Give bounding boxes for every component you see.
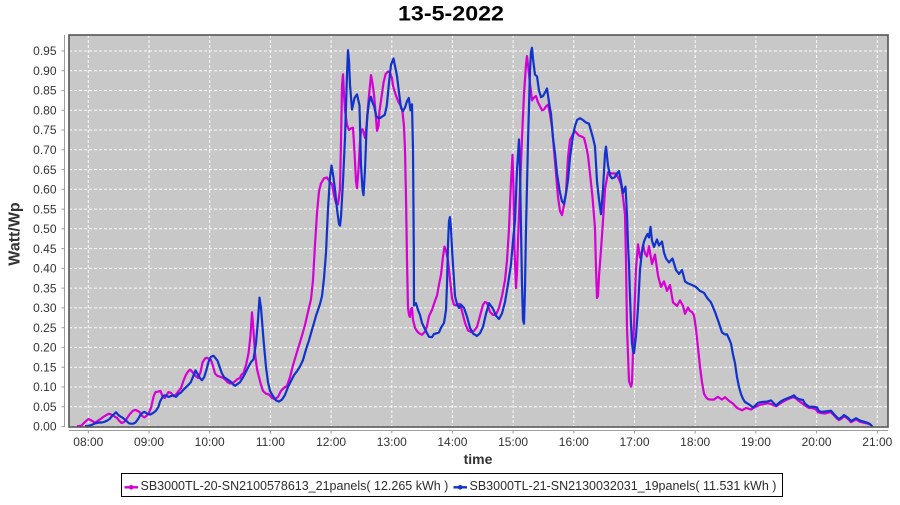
- svg-text:0.80: 0.80: [33, 104, 57, 118]
- svg-text:0.40: 0.40: [33, 262, 57, 276]
- svg-text:0.45: 0.45: [33, 242, 57, 256]
- svg-text:17:00: 17:00: [619, 435, 649, 449]
- svg-text:0.00: 0.00: [33, 420, 57, 434]
- svg-text:0.30: 0.30: [33, 301, 57, 315]
- svg-text:18:00: 18:00: [680, 435, 710, 449]
- svg-text:0.05: 0.05: [33, 400, 57, 414]
- svg-text:15:00: 15:00: [498, 435, 528, 449]
- svg-text:0.85: 0.85: [33, 84, 57, 98]
- svg-text:0.15: 0.15: [33, 360, 57, 374]
- svg-text:0.55: 0.55: [33, 202, 57, 216]
- svg-text:0.50: 0.50: [33, 222, 57, 236]
- svg-text:0.10: 0.10: [33, 380, 57, 394]
- svg-text:0.25: 0.25: [33, 321, 57, 335]
- svg-text:10:00: 10:00: [195, 435, 225, 449]
- svg-text:0.95: 0.95: [33, 44, 57, 58]
- svg-text:09:00: 09:00: [134, 435, 164, 449]
- svg-text:20:00: 20:00: [802, 435, 832, 449]
- svg-text:0.70: 0.70: [33, 143, 57, 157]
- svg-text:14:00: 14:00: [437, 435, 467, 449]
- svg-text:08:00: 08:00: [73, 435, 103, 449]
- svg-text:13:00: 13:00: [377, 435, 407, 449]
- svg-text:19:00: 19:00: [741, 435, 771, 449]
- svg-text:13-5-2022: 13-5-2022: [398, 3, 504, 26]
- svg-text:time: time: [464, 451, 493, 467]
- svg-text:0.90: 0.90: [33, 64, 57, 78]
- svg-text:16:00: 16:00: [559, 435, 589, 449]
- svg-text:12:00: 12:00: [316, 435, 346, 449]
- svg-text:0.65: 0.65: [33, 163, 57, 177]
- svg-text:0.75: 0.75: [33, 123, 57, 137]
- svg-text:11:00: 11:00: [256, 435, 285, 449]
- svg-text:21:00: 21:00: [862, 435, 892, 449]
- svg-text:Watt/Wp: Watt/Wp: [7, 202, 24, 266]
- svg-text:SB3000TL-20-SN2100578613_21pan: SB3000TL-20-SN2100578613_21panels( 12.26…: [141, 479, 449, 493]
- svg-text:0.35: 0.35: [33, 281, 57, 295]
- svg-text:0.60: 0.60: [33, 183, 57, 197]
- svg-text:SB3000TL-21-SN2130032031_19pan: SB3000TL-21-SN2130032031_19panels( 11.53…: [470, 479, 777, 493]
- svg-text:0.20: 0.20: [33, 341, 57, 355]
